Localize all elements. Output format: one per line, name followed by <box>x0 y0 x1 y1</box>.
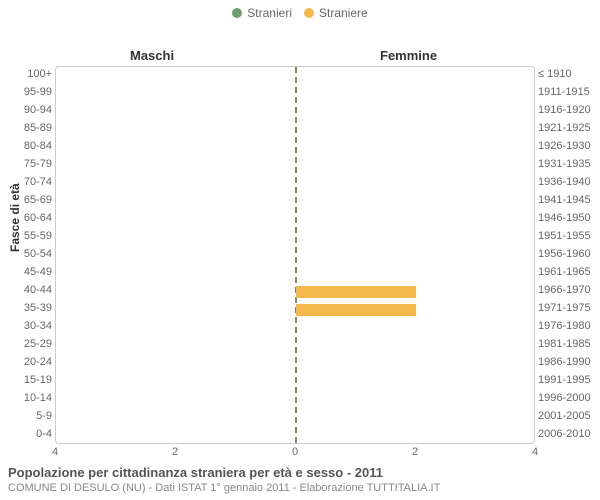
y-left-labels: 100+ 95-99 90-94 85-89 80-84 75-79 70-74 65-69 6… <box>0 66 52 444</box>
x-tick: 0 <box>292 446 298 458</box>
y-right-label: 1976-1980 <box>538 321 598 332</box>
table-row <box>56 157 534 175</box>
y-right-label: ≤ 1910 <box>538 69 598 80</box>
table-row <box>56 409 534 427</box>
table-row <box>56 337 534 355</box>
y-left-label: 50-54 <box>0 249 52 260</box>
x-tick: 2 <box>172 446 178 458</box>
y-right-label: 1946-1950 <box>538 213 598 224</box>
plot-area <box>55 66 535 444</box>
y-right-label: 2006-2010 <box>538 429 598 440</box>
table-row <box>56 283 534 301</box>
table-row <box>56 355 534 373</box>
table-row <box>56 139 534 157</box>
table-row <box>56 121 534 139</box>
y-left-label: 0-4 <box>0 429 52 440</box>
column-title-male: Maschi <box>130 48 174 63</box>
y-right-label: 2001-2005 <box>538 411 598 422</box>
table-row <box>56 67 534 85</box>
y-right-label: 1911-1915 <box>538 87 598 98</box>
y-left-label: 65-69 <box>0 195 52 206</box>
table-row <box>56 211 534 229</box>
y-left-label: 45-49 <box>0 267 52 278</box>
y-right-label: 1996-2000 <box>538 393 598 404</box>
table-row <box>56 391 534 409</box>
y-right-label: 1956-1960 <box>538 249 598 260</box>
legend-label-female: Straniere <box>319 6 368 20</box>
y-right-label: 1961-1965 <box>538 267 598 278</box>
legend-swatch-female <box>304 8 314 18</box>
y-left-label: 80-84 <box>0 141 52 152</box>
bar-female <box>296 304 416 316</box>
x-tick: 4 <box>532 446 538 458</box>
table-row <box>56 175 534 193</box>
table-row <box>56 319 534 337</box>
table-row <box>56 265 534 283</box>
table-row <box>56 373 534 391</box>
y-left-label: 95-99 <box>0 87 52 98</box>
y-right-labels: ≤ 1910 1911-1915 1916-1920 1921-1925 1926-19… <box>538 66 598 444</box>
table-row <box>56 85 534 103</box>
table-row <box>56 229 534 247</box>
table-row <box>56 301 534 319</box>
y-right-label: 1926-1930 <box>538 141 598 152</box>
table-row <box>56 427 534 445</box>
chart-area: Maschi Femmine Fasce di età Anni di nasc… <box>0 22 600 442</box>
y-right-label: 1916-1920 <box>538 105 598 116</box>
y-left-label: 15-19 <box>0 375 52 386</box>
y-right-label: 1936-1940 <box>538 177 598 188</box>
y-left-label: 25-29 <box>0 339 52 350</box>
legend-item-male: Stranieri <box>232 6 292 20</box>
y-right-label: 1986-1990 <box>538 357 598 368</box>
y-right-label: 1991-1995 <box>538 375 598 386</box>
y-left-label: 35-39 <box>0 303 52 314</box>
x-tick: 4 <box>52 446 58 458</box>
y-left-label: 40-44 <box>0 285 52 296</box>
column-title-female: Femmine <box>380 48 437 63</box>
bar-rows <box>56 67 534 443</box>
legend-swatch-male <box>232 8 242 18</box>
y-left-label: 60-64 <box>0 213 52 224</box>
bar-female <box>296 286 416 298</box>
y-left-label: 5-9 <box>0 411 52 422</box>
table-row <box>56 103 534 121</box>
y-right-label: 1981-1985 <box>538 339 598 350</box>
legend-label-male: Stranieri <box>247 6 292 20</box>
table-row <box>56 247 534 265</box>
y-right-label: 1931-1935 <box>538 159 598 170</box>
y-right-label: 1971-1975 <box>538 303 598 314</box>
y-left-label: 10-14 <box>0 393 52 404</box>
y-left-label: 75-79 <box>0 159 52 170</box>
y-right-label: 1951-1955 <box>538 231 598 242</box>
y-left-label: 90-94 <box>0 105 52 116</box>
y-left-label: 85-89 <box>0 123 52 134</box>
y-left-label: 70-74 <box>0 177 52 188</box>
y-right-label: 1966-1970 <box>538 285 598 296</box>
chart-subtitle: COMUNE DI DESULO (NU) - Dati ISTAT 1° ge… <box>8 482 592 494</box>
x-tick: 2 <box>412 446 418 458</box>
y-left-label: 55-59 <box>0 231 52 242</box>
y-right-label: 1941-1945 <box>538 195 598 206</box>
footer: Popolazione per cittadinanza straniera p… <box>8 465 592 494</box>
legend-item-female: Straniere <box>304 6 368 20</box>
y-right-label: 1921-1925 <box>538 123 598 134</box>
x-axis-ticks: 4 2 0 2 4 <box>55 446 535 460</box>
chart-title: Popolazione per cittadinanza straniera p… <box>8 465 592 482</box>
legend: Stranieri Straniere <box>0 0 600 22</box>
y-left-label: 30-34 <box>0 321 52 332</box>
y-left-label: 100+ <box>0 69 52 80</box>
y-left-label: 20-24 <box>0 357 52 368</box>
table-row <box>56 193 534 211</box>
